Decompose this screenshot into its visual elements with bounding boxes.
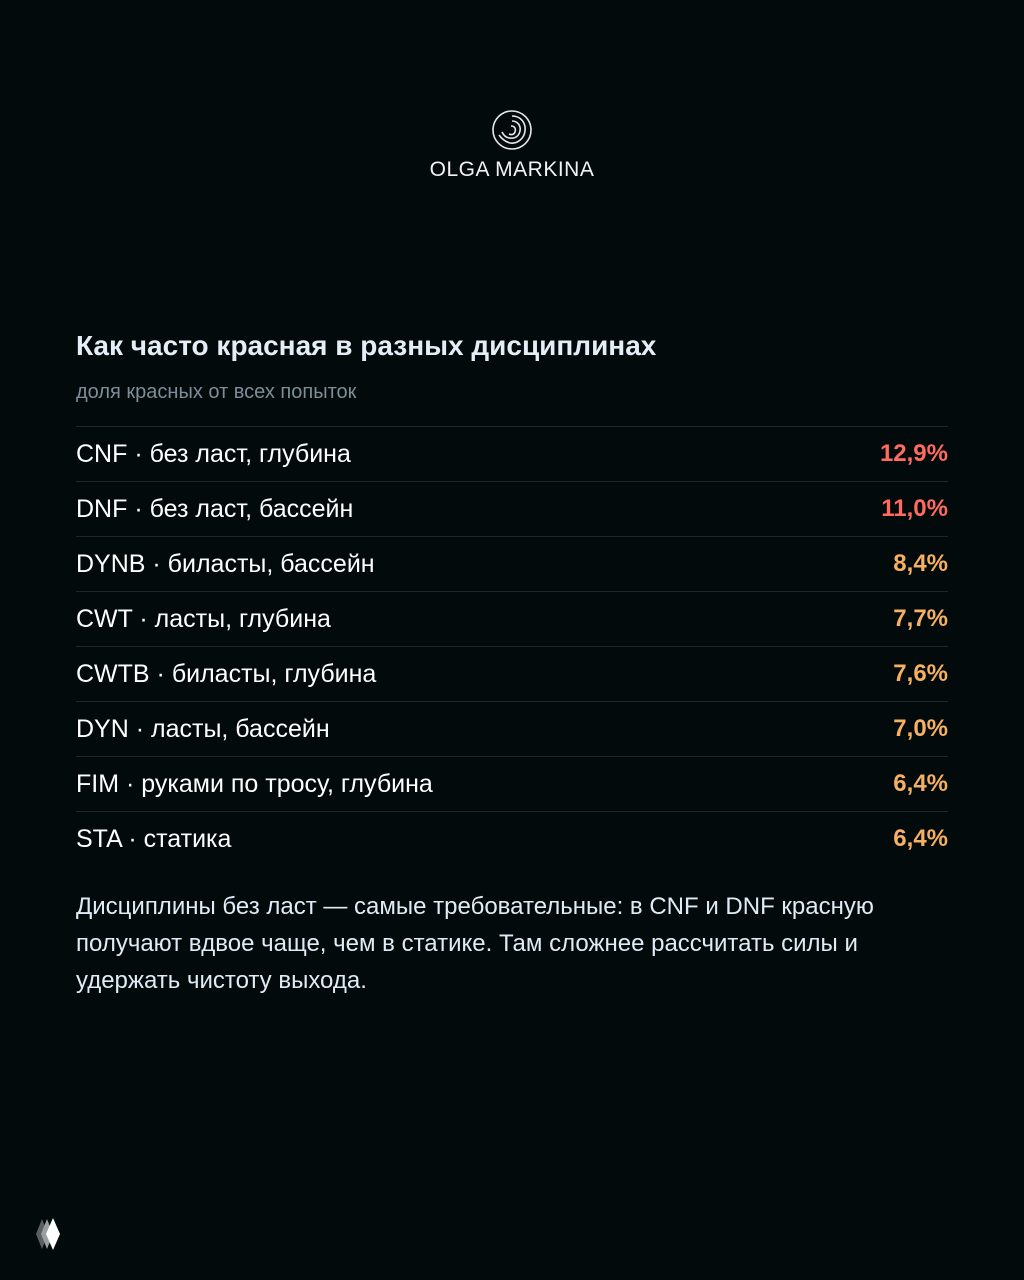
table-row: CWT · ласты, глубина 7,7%	[76, 592, 948, 647]
discipline-value: 7,6%	[893, 660, 948, 687]
brand-name: OLGA MARKINA	[429, 158, 595, 181]
discipline-label: FIM · руками по тросу, глубина	[76, 769, 433, 798]
brand-logo: OLGA MARKINA	[0, 108, 1024, 182]
table-row: FIM · руками по тросу, глубина 6,4%	[76, 757, 948, 812]
discipline-value: 6,4%	[893, 770, 948, 797]
discipline-label: DYNB · биласты, бассейн	[76, 549, 375, 578]
discipline-label: DNF · без ласт, бассейн	[76, 494, 354, 523]
discipline-value: 8,4%	[893, 550, 948, 577]
discipline-label: DYN · ласты, бассейн	[76, 714, 330, 743]
table-row: STA · статика 6,4%	[76, 812, 948, 866]
discipline-value: 7,0%	[893, 715, 948, 742]
table-row: DYN · ласты, бассейн 7,0%	[76, 702, 948, 757]
discipline-label: CWT · ласты, глубина	[76, 604, 331, 633]
main-content: Как часто красная в разных дисциплинах д…	[76, 326, 948, 999]
discipline-value: 12,9%	[879, 440, 948, 467]
table-row: CWTB · биласты, глубина 7,6%	[76, 647, 948, 702]
discipline-label: STA · статика	[76, 824, 232, 853]
discipline-value: 6,4%	[893, 825, 948, 852]
discipline-label: CNF · без ласт, глубина	[76, 439, 351, 468]
table-row: DYNB · биласты, бассейн 8,4%	[76, 537, 948, 592]
page-title: Как часто красная в разных дисциплинах	[76, 330, 657, 361]
page-subtitle: доля красных от всех попыток	[76, 381, 357, 403]
discipline-table: CNF · без ласт, глубина 12,9% DNF · без …	[76, 426, 948, 866]
discipline-value: 11,0%	[881, 495, 948, 522]
swirl-logo-icon	[492, 110, 532, 150]
discipline-value: 7,7%	[893, 605, 948, 632]
summary-note: Дисциплины без ласт — самые требовательн…	[76, 893, 874, 994]
table-row: CNF · без ласт, глубина 12,9%	[76, 427, 948, 482]
table-row: DNF · без ласт, бассейн 11,0%	[76, 482, 948, 537]
discipline-label: CWTB · биласты, глубина	[76, 659, 377, 688]
layered-diamond-icon	[36, 1218, 60, 1250]
